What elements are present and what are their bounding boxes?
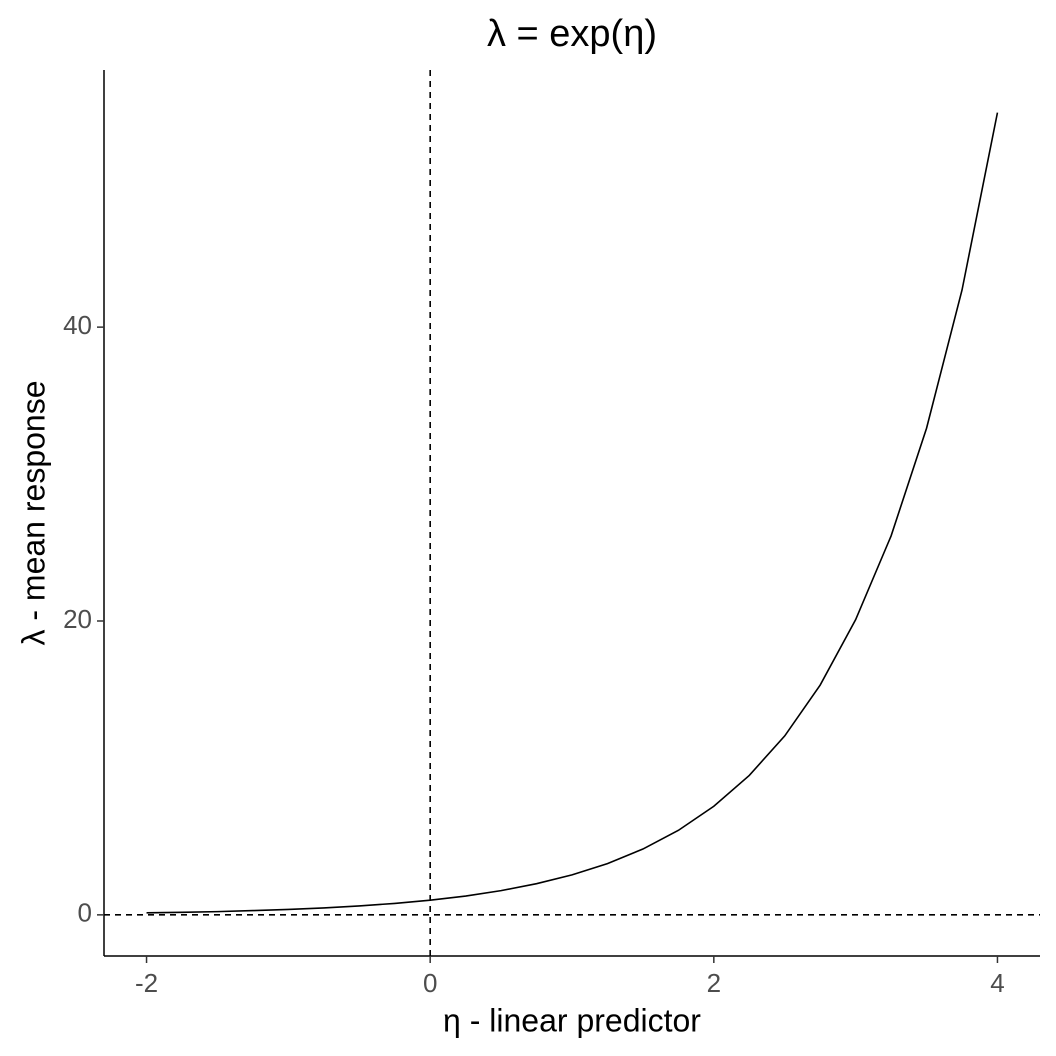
data-line: [146, 112, 999, 914]
y-axis-title: λ - mean response: [15, 380, 51, 645]
y-tick-label: 20: [63, 604, 92, 634]
chart-title: λ = exp(η): [487, 13, 657, 55]
x-tick-label: 2: [707, 968, 721, 998]
x-axis-title: η - linear predictor: [443, 1002, 701, 1038]
x-tick-label: 0: [423, 968, 437, 998]
x-tick-label: -2: [135, 968, 158, 998]
x-tick-label: 4: [990, 968, 1004, 998]
y-tick-label: 0: [78, 898, 92, 928]
y-tick-label: 40: [63, 310, 92, 340]
